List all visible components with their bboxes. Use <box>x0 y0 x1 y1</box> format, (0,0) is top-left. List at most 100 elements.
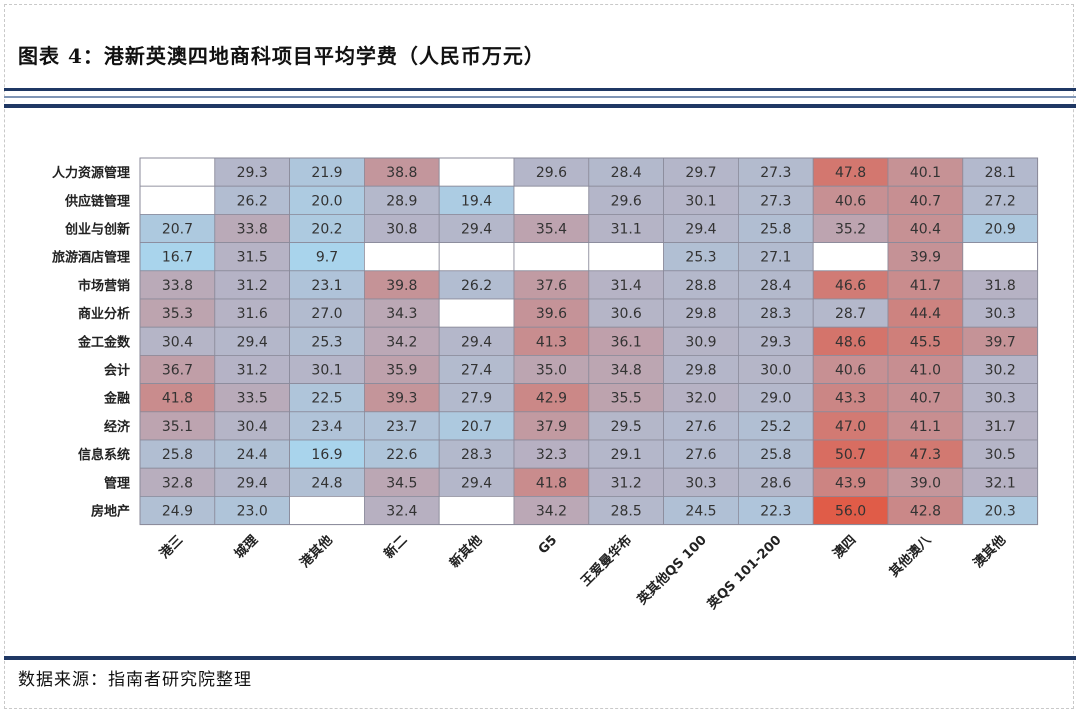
heatmap-cell <box>962 495 1038 525</box>
cell-value-label: 31.2 <box>237 363 268 379</box>
cell-value-label: 33.5 <box>237 391 268 407</box>
heatmap-cell <box>588 326 664 356</box>
heatmap-cell <box>812 439 889 469</box>
cell-value-label: 29.4 <box>237 475 268 491</box>
cell-value-label: 31.2 <box>611 475 642 491</box>
heatmap-cell <box>214 383 291 413</box>
cell-value-label: 28.4 <box>760 278 791 294</box>
heatmap-cell <box>663 242 739 272</box>
heatmap-cell <box>513 383 590 413</box>
title-rule-thin <box>4 96 1076 98</box>
cell-value-label: 27.6 <box>685 447 716 463</box>
heatmap-cell <box>438 383 515 413</box>
heatmap-cell <box>139 270 216 300</box>
cell-value-label: 16.9 <box>311 447 342 463</box>
cell-value-label: 45.5 <box>910 334 941 350</box>
cell-value-label: 37.6 <box>536 278 567 294</box>
cell-value-label: 40.4 <box>910 222 941 238</box>
cell-value-label: 20.9 <box>985 222 1016 238</box>
chart-title: 图表 4：港新英澳四地商科项目平均学费（人民币万元） <box>18 44 545 68</box>
heatmap-cell <box>887 467 964 497</box>
heatmap-cell <box>139 354 216 384</box>
cell-value-label: 33.8 <box>237 222 268 238</box>
cell-value-label: 27.0 <box>311 306 342 322</box>
cell-value-label: 32.4 <box>386 504 417 520</box>
heatmap-cell <box>438 157 515 187</box>
cell-value-label: 28.3 <box>760 306 791 322</box>
cell-value-label: 34.2 <box>386 334 417 350</box>
cell-value-label: 28.1 <box>985 165 1016 181</box>
cell-value-label: 39.9 <box>910 250 941 266</box>
heatmap-cell <box>962 270 1038 300</box>
cell-value-label: 29.7 <box>685 165 716 181</box>
heatmap-cell <box>438 298 515 328</box>
cell-value-label: 43.9 <box>835 475 866 491</box>
row-label: 管理 <box>104 475 130 491</box>
column-label: 英QS 101-200 <box>704 532 785 613</box>
cell-value-label: 25.3 <box>311 334 342 350</box>
heatmap-cell <box>738 354 814 384</box>
heatmap-cell <box>887 354 964 384</box>
cell-value-label: 24.4 <box>237 447 268 463</box>
heatmap-cell <box>588 213 664 243</box>
heatmap-cell <box>214 439 291 469</box>
cell-value-label: 35.9 <box>386 363 417 379</box>
heatmap-cell <box>887 213 964 243</box>
row-label: 商业分析 <box>78 306 130 322</box>
cell-value-label: 41.7 <box>910 278 941 294</box>
heatmap-cell <box>812 270 889 300</box>
cell-value-label: 24.8 <box>311 475 342 491</box>
heatmap-cell <box>289 213 365 243</box>
cell-value-label: 31.6 <box>237 306 268 322</box>
cell-value-label: 28.6 <box>760 475 791 491</box>
cell-value-label: 27.2 <box>985 193 1016 209</box>
cell-value-label: 47.3 <box>910 447 941 463</box>
heatmap-cell <box>438 242 515 272</box>
heatmap-cell <box>738 185 814 215</box>
heatmap-cell <box>363 439 440 469</box>
heatmap-cell <box>738 467 814 497</box>
row-label: 会计 <box>104 363 130 379</box>
row-label: 市场营销 <box>78 278 130 294</box>
cell-value-label: 27.9 <box>461 391 492 407</box>
heatmap-cell <box>214 495 291 525</box>
heatmap-cell <box>513 326 590 356</box>
cell-value-label: 39.8 <box>386 278 417 294</box>
cell-value-label: 28.5 <box>611 504 642 520</box>
cell-value-label: 47.0 <box>835 419 866 435</box>
heatmap-cell <box>438 411 515 441</box>
cell-value-label: 39.6 <box>536 306 567 322</box>
column-label: 澳四 <box>830 532 860 562</box>
row-label: 旅游酒店管理 <box>52 250 130 266</box>
row-label: 供应链管理 <box>64 193 130 209</box>
cell-value-label: 35.2 <box>835 222 866 238</box>
column-label: 其他澳八 <box>886 531 935 580</box>
cell-value-label: 41.3 <box>536 334 567 350</box>
cell-value-label: 25.8 <box>760 447 791 463</box>
title-rule-thick <box>4 88 1076 91</box>
cell-value-label: 56.0 <box>835 504 866 520</box>
heatmap-cell <box>214 411 291 441</box>
heatmap-cell <box>812 495 889 525</box>
heatmap-cell <box>513 185 590 215</box>
heatmap-cell <box>812 326 889 356</box>
cell-value-label: 27.3 <box>760 165 791 181</box>
cell-value-label: 28.9 <box>386 193 417 209</box>
row-label: 房地产 <box>91 504 130 520</box>
cell-value-label: 34.2 <box>536 504 567 520</box>
cell-value-label: 28.8 <box>685 278 716 294</box>
cell-value-label: 30.8 <box>386 222 417 238</box>
cell-value-label: 20.7 <box>162 222 193 238</box>
cell-value-label: 36.7 <box>162 363 193 379</box>
column-label: 港三 <box>157 532 187 562</box>
heatmap-cell <box>513 270 590 300</box>
heatmap-cell <box>139 242 216 272</box>
cell-value-label: 32.0 <box>685 391 716 407</box>
cell-value-label: 20.7 <box>461 419 492 435</box>
heatmap-cell <box>438 467 515 497</box>
cell-value-label: 30.3 <box>685 475 716 491</box>
heatmap-cell <box>438 495 515 525</box>
cell-value-label: 36.1 <box>611 334 642 350</box>
column-label: 城理 <box>231 532 261 562</box>
cell-value-label: 29.3 <box>760 334 791 350</box>
